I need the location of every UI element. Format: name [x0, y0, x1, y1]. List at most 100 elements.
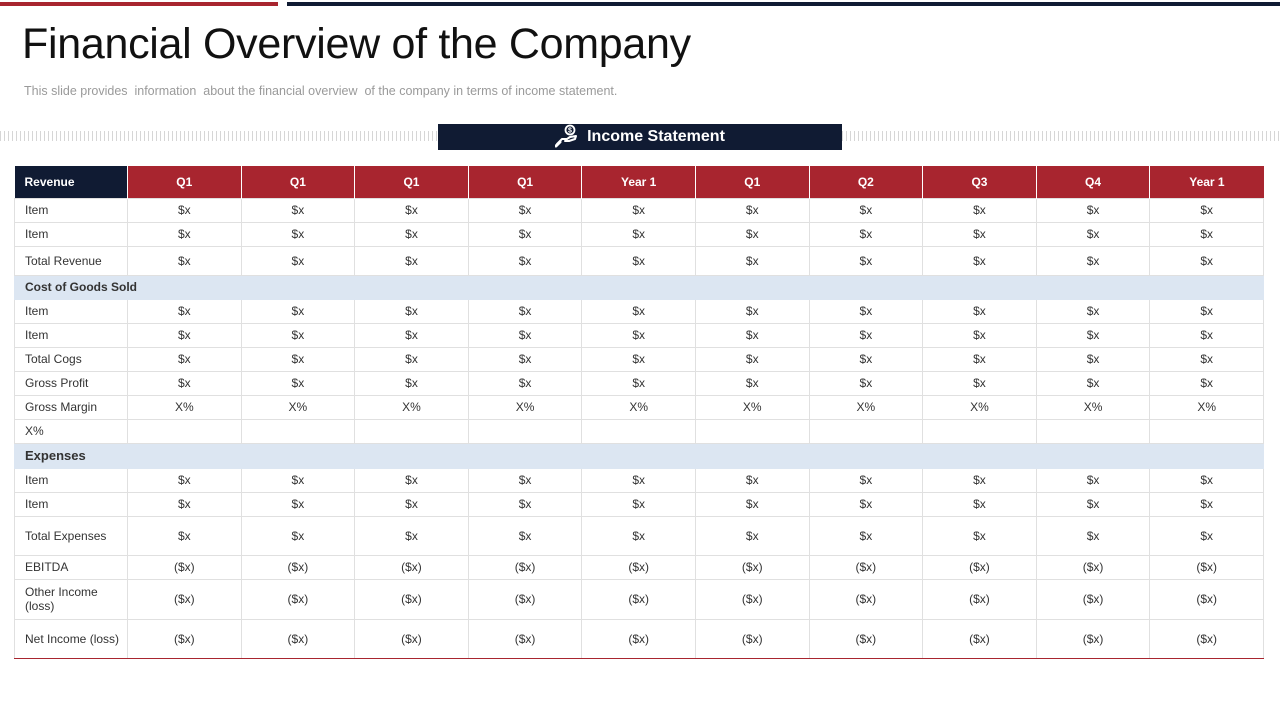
value-cell: ($x): [240, 618, 356, 659]
row-label: Item: [14, 491, 128, 517]
row-label: Total Cogs: [14, 346, 128, 372]
value-cell: ($x): [694, 578, 810, 620]
value-cell: $x: [1035, 346, 1151, 372]
value-cell: ($x): [240, 554, 356, 580]
value-cell: $x: [240, 245, 356, 276]
value-cell: $x: [1149, 298, 1264, 324]
row-label: Net Income (loss): [14, 618, 128, 659]
row-label: Item: [14, 322, 128, 348]
table-row: Item $x $x $x $x $x $x $x $x $x $x: [14, 221, 1264, 247]
value-cell: ($x): [1149, 618, 1264, 659]
header-period: Q2: [808, 166, 923, 198]
value-cell: $x: [127, 467, 242, 493]
value-cell: X%: [808, 394, 924, 420]
value-cell: $x: [808, 322, 924, 348]
table-row: Item $x $x $x $x $x $x $x $x $x $x: [14, 322, 1264, 348]
value-cell: ($x): [922, 618, 1037, 659]
section-row: Expenses: [14, 442, 1264, 469]
header-period: Q4: [1035, 166, 1150, 198]
value-cell: $x: [808, 346, 924, 372]
table-row: Gross Profit $x $x $x $x $x $x $x $x $x $x: [14, 370, 1264, 396]
top-accent-bar-red: [0, 2, 278, 6]
table-row: Total Revenue $x $x $x $x $x $x $x $x $x $x: [14, 245, 1264, 276]
header-period: Q1: [694, 166, 810, 198]
value-cell: $x: [467, 245, 583, 276]
value-cell: $x: [240, 221, 356, 247]
table-row: Total Cogs $x $x $x $x $x $x $x $x $x $x: [14, 346, 1264, 372]
value-cell: $x: [581, 245, 696, 276]
value-cell: $x: [1035, 298, 1151, 324]
value-cell: $x: [922, 467, 1037, 493]
value-cell: ($x): [808, 578, 924, 620]
header-period: Q1: [127, 166, 242, 198]
value-cell: $x: [581, 346, 696, 372]
value-cell: $x: [467, 515, 583, 556]
table-row: Gross Margin X% X% X% X% X% X% X% X% X% X%: [14, 394, 1264, 420]
value-cell: $x: [240, 197, 356, 223]
value-cell: $x: [240, 370, 356, 396]
section-row: Cost of Goods Sold: [14, 274, 1264, 300]
row-label: Total Revenue: [14, 245, 128, 276]
value-cell: $x: [808, 467, 924, 493]
value-cell: ($x): [240, 578, 356, 620]
value-cell: [922, 418, 1037, 444]
income-statement-banner: $ Income Statement: [438, 124, 842, 150]
header-period: Year 1: [1149, 166, 1264, 198]
value-cell: $x: [1035, 322, 1151, 348]
value-cell: $x: [240, 322, 356, 348]
value-cell: X%: [581, 394, 696, 420]
value-cell: [354, 418, 469, 444]
value-cell: ($x): [1035, 618, 1151, 659]
value-cell: ($x): [581, 578, 696, 620]
value-cell: ($x): [127, 618, 242, 659]
value-cell: [1035, 418, 1151, 444]
value-cell: ($x): [467, 618, 583, 659]
value-cell: $x: [694, 322, 810, 348]
value-cell: $x: [127, 298, 242, 324]
value-cell: $x: [808, 370, 924, 396]
value-cell: $x: [922, 515, 1037, 556]
value-cell: $x: [922, 370, 1037, 396]
value-cell: $x: [354, 467, 469, 493]
value-cell: $x: [694, 346, 810, 372]
row-label: Total Expenses: [14, 515, 128, 556]
value-cell: $x: [240, 467, 356, 493]
value-cell: $x: [354, 197, 469, 223]
value-cell: $x: [1149, 370, 1264, 396]
value-cell: $x: [808, 245, 924, 276]
money-hand-icon: $: [555, 124, 578, 148]
value-cell: X%: [354, 394, 469, 420]
table-row: Net Income (loss) ($x) ($x) ($x) ($x) ($x) ($x…: [14, 618, 1264, 659]
table-row: Item $x $x $x $x $x $x $x $x $x $x: [14, 298, 1264, 324]
value-cell: $x: [127, 197, 242, 223]
value-cell: ($x): [354, 554, 469, 580]
section-label: Cost of Goods Sold: [14, 274, 1264, 300]
value-cell: $x: [1149, 322, 1264, 348]
value-cell: $x: [922, 221, 1037, 247]
value-cell: [1149, 418, 1264, 444]
value-cell: $x: [808, 515, 924, 556]
value-cell: $x: [1149, 467, 1264, 493]
value-cell: $x: [1035, 197, 1151, 223]
value-cell: $x: [694, 515, 810, 556]
value-cell: $x: [467, 298, 583, 324]
value-cell: X%: [240, 394, 356, 420]
value-cell: X%: [1035, 394, 1151, 420]
row-label: Item: [14, 197, 128, 223]
value-cell: [694, 418, 810, 444]
value-cell: $x: [127, 245, 242, 276]
value-cell: $x: [467, 221, 583, 247]
value-cell: X%: [1149, 394, 1264, 420]
value-cell: $x: [354, 370, 469, 396]
value-cell: $x: [694, 245, 810, 276]
row-label: X%: [14, 418, 128, 444]
table-row: X%: [14, 418, 1264, 444]
value-cell: ($x): [581, 618, 696, 659]
value-cell: $x: [240, 298, 356, 324]
value-cell: $x: [581, 467, 696, 493]
table-row: Other Income (loss) ($x) ($x) ($x) ($x) ($x)(…: [14, 578, 1264, 620]
value-cell: $x: [922, 298, 1037, 324]
value-cell: $x: [694, 370, 810, 396]
value-cell: $x: [581, 322, 696, 348]
value-cell: ($x): [467, 578, 583, 620]
